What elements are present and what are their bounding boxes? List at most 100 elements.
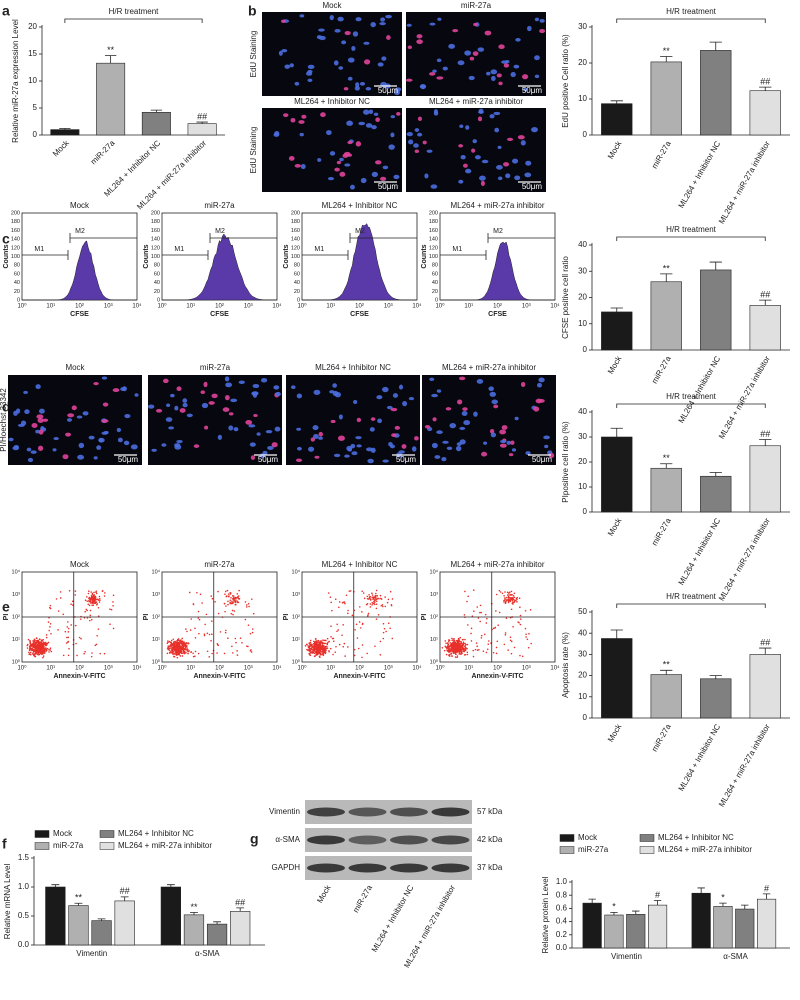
event-dot [84,599,87,601]
event-dot [206,650,209,653]
event-dot [90,596,93,599]
nucleus [318,436,323,440]
x-tick-label: miR-27a [650,722,673,753]
event-dot [211,652,213,655]
x-tick-label: ML264 + miR-27a inhibitor [717,354,772,440]
nucleus [168,426,175,430]
nucleus [308,446,315,452]
nucleus [358,121,366,126]
event-dot [476,606,479,608]
event-dot [324,639,327,642]
blot-band [431,863,470,873]
event-dot [38,646,40,649]
event-dot [321,647,323,649]
nucleus [78,442,85,449]
event-dot [480,611,483,614]
event-dot [466,643,469,646]
nucleus [406,23,412,27]
event-dot [166,642,169,645]
event-dot [170,652,173,654]
x-axis-label: Annexin-V-FITC [471,673,523,680]
nucleus [506,440,511,445]
event-dot [454,648,457,650]
bar [650,281,682,351]
event-dot [175,649,177,652]
event-dot [317,653,319,655]
nucleus [539,18,545,23]
event-dot [503,643,506,646]
nucleus [416,34,423,39]
event-dot [179,655,182,657]
x-tick-label: 10⁰ [17,665,27,672]
y-axis-label: Counts [421,244,428,268]
nucleus [431,393,438,398]
error-bar [653,900,662,906]
bar [604,914,624,949]
event-dot [216,642,219,645]
significance-mark: # [764,883,769,893]
event-dot [498,611,501,614]
event-dot [495,593,498,596]
x-tick-label: 10¹ [46,304,55,310]
event-dot [456,656,458,659]
nucleus [458,144,464,148]
event-dot [376,595,379,597]
nucleus [102,402,109,407]
event-dot [188,650,190,652]
nucleus [472,51,479,56]
nucleus [508,453,514,457]
error-bar [588,898,596,904]
event-dot [361,622,364,625]
event-dot [74,624,77,627]
event-dot [173,641,175,644]
event-dot [199,593,202,596]
event-dot [509,636,512,639]
event-dot [236,650,238,652]
y-tick-label: 15 [28,49,37,58]
event-dot [179,644,181,647]
event-dot [27,643,29,646]
panel-label: g [250,831,259,847]
event-dot [503,599,506,602]
side-label: EdU Staining [249,31,258,78]
event-dot [451,655,453,657]
event-dot [344,655,346,657]
nucleus [493,404,499,409]
x-axis-label: CFSE [70,311,89,318]
event-dot [317,644,319,646]
nucleus [301,114,307,119]
event-dot [511,593,513,596]
side-label: PI/Hoechst 33342 [0,388,8,452]
nucleus [469,56,475,61]
y-tick-label: 30 [578,22,587,31]
bar [650,674,682,719]
error-bar [709,675,722,679]
y-axis-label: Counts [283,244,290,268]
bar [700,678,732,719]
event-dot [74,590,77,592]
x-tick-label: 10⁰ [435,665,445,672]
event-dot [389,627,391,630]
event-dot [45,636,48,639]
event-dot [179,640,182,642]
event-dot [169,644,171,647]
event-dot [362,592,365,594]
nucleus [93,456,98,460]
nucleus [162,378,169,384]
image-title: ML264 + Inhibitor NC [294,97,370,106]
nucleus [204,425,209,430]
event-dot [338,606,340,609]
nucleus [512,158,519,164]
event-dot [466,647,468,650]
event-dot [101,590,104,592]
event-dot [310,645,313,647]
event-dot [91,598,93,601]
y-tick-label: 20 [154,289,160,295]
event-dot [351,614,354,617]
event-dot [174,644,176,647]
event-dot [371,594,374,596]
event-dot [309,639,312,642]
error-bar [709,41,722,51]
nucleus [496,73,502,78]
bracket [616,403,766,408]
